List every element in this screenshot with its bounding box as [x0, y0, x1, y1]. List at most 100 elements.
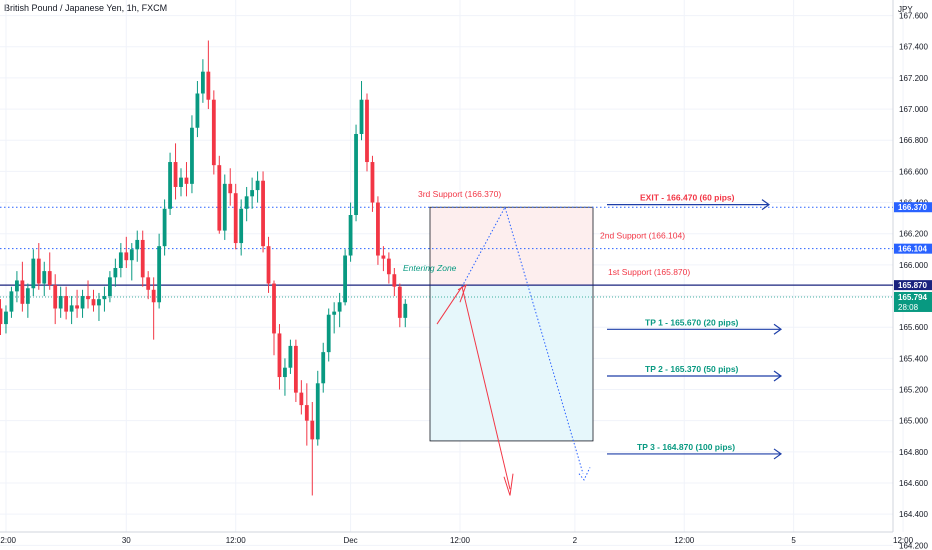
candle-body: [162, 208, 167, 247]
candle-body: [146, 277, 151, 290]
candle-body: [206, 71, 211, 100]
candle-body: [0, 308, 3, 325]
price-tag: [894, 280, 932, 291]
candle-body: [381, 255, 386, 259]
price-tag-value: 165.794: [898, 293, 927, 302]
candle-body: [4, 311, 8, 325]
candle-body: [64, 296, 69, 312]
position-box-outline: [429, 206, 594, 442]
candle-body: [244, 196, 249, 209]
y-tick-label: 165.600: [899, 323, 928, 332]
candle-body: [15, 280, 19, 292]
y-tick-label: 165.400: [899, 354, 928, 363]
y-tick-label: 167.600: [899, 12, 928, 21]
candle-body: [386, 258, 391, 275]
candle-body: [25, 288, 30, 304]
candle-body: [140, 239, 145, 278]
candle-body: [47, 271, 52, 286]
candle-body: [200, 71, 205, 94]
y-tick-label: 165.000: [899, 417, 928, 426]
price-tag-timer: 28:08: [898, 303, 919, 312]
candle-body: [222, 183, 227, 231]
candle-body: [211, 99, 216, 166]
candle-body: [233, 193, 238, 244]
y-tick-label: 166.000: [899, 261, 928, 270]
candle-body: [184, 177, 189, 184]
candle-body: [69, 305, 74, 312]
candle-body: [228, 183, 233, 194]
candle-body: [135, 239, 140, 250]
exit-label: EXIT - 166.470 (60 pips): [640, 193, 735, 203]
price-tag-value: 166.370: [898, 203, 927, 212]
candle-body: [293, 345, 298, 393]
candle-body: [20, 280, 25, 304]
candle-body: [392, 274, 397, 287]
candle-body: [108, 277, 112, 297]
candle-body: [118, 252, 123, 268]
candle-body: [288, 345, 293, 368]
tp-arrow-head: [773, 323, 783, 335]
chart-title: British Pound / Japanese Yen, 1h, FXCM: [4, 3, 168, 13]
candle-body: [315, 383, 320, 440]
candle-body: [195, 93, 200, 128]
candle-body: [283, 367, 287, 378]
support-label: 2nd Support (166.104): [600, 231, 685, 241]
tp-label: TP 2 - 165.370 (50 pips): [645, 364, 739, 374]
candle-body: [91, 299, 96, 306]
candle-body: [299, 392, 304, 406]
support-label: 3rd Support (166.370): [418, 189, 501, 199]
candle-body: [397, 286, 402, 318]
y-tick-label: 167.400: [899, 43, 928, 52]
x-tick-label: 12:00: [674, 536, 695, 545]
candle-body: [365, 99, 369, 163]
entry-arrow: [436, 286, 463, 325]
x-tick-label: 12:00: [226, 536, 247, 545]
tp-arrow-head: [773, 370, 783, 382]
candle-body: [168, 162, 172, 209]
candle-body: [359, 99, 364, 134]
candle-body: [250, 190, 255, 197]
x-tick-label: 30: [122, 536, 131, 545]
price-tag-value: 166.104: [898, 245, 927, 254]
entry-arrow-head: [457, 284, 467, 303]
candle-body: [370, 162, 375, 203]
tp-arrow-head: [773, 448, 783, 460]
candle-body: [239, 208, 244, 244]
price-tag: [894, 202, 932, 213]
support-label: 1st Support (165.870): [608, 267, 690, 277]
y-tick-label: 166.200: [899, 230, 928, 239]
candle-body: [376, 202, 380, 256]
candle-body: [354, 133, 358, 216]
alt-path-head: [578, 467, 591, 481]
entering-zone-label: Entering Zone: [403, 263, 457, 273]
candle-body: [272, 283, 276, 334]
candle-body: [266, 246, 271, 284]
candle-body: [321, 352, 326, 384]
x-tick-label: 12:00: [893, 536, 914, 545]
x-tick-label: 12:00: [450, 536, 471, 545]
candle-body: [113, 267, 118, 278]
candle-body: [261, 180, 265, 247]
candle-body: [53, 285, 58, 309]
candle-body: [31, 258, 36, 289]
y-tick-label: 167.000: [899, 105, 928, 114]
y-tick-label: 164.800: [899, 448, 928, 457]
x-tick-label: 2: [573, 536, 578, 545]
y-tick-label: 166.600: [899, 167, 928, 176]
y-tick-label: 164.600: [899, 479, 928, 488]
tp-label: TP 1 - 165.670 (20 pips): [645, 317, 739, 327]
candle-body: [36, 258, 41, 284]
candle-body: [304, 405, 309, 421]
candle-body: [255, 180, 260, 191]
y-tick-label: 165.200: [899, 386, 928, 395]
y-tick-label: 164.400: [899, 510, 928, 519]
drop-arrow-head: [503, 473, 514, 496]
price-tag-value: 165.870: [898, 281, 927, 290]
candle-body: [157, 246, 162, 303]
x-tick-label: 5: [791, 536, 796, 545]
candle-body: [102, 296, 107, 300]
candle-body: [151, 289, 156, 303]
candle-body: [86, 296, 90, 300]
x-tick-label: 12:00: [0, 536, 17, 545]
